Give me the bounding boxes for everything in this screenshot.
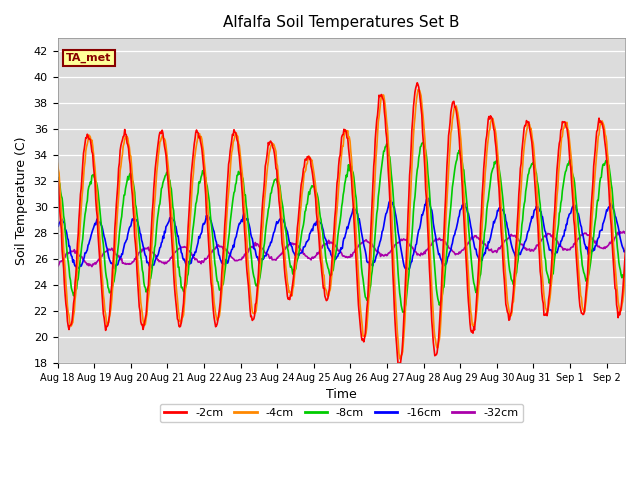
- -16cm: [259, 257, 267, 263]
- -16cm: [230, 244, 238, 250]
- -4cm: [281, 256, 289, 262]
- Line: -2cm: -2cm: [58, 83, 640, 365]
- -4cm: [54, 160, 61, 166]
- -32cm: [123, 261, 131, 267]
- -8cm: [259, 255, 267, 261]
- -32cm: [412, 249, 420, 254]
- -2cm: [259, 195, 267, 201]
- -8cm: [281, 225, 289, 230]
- -2cm: [395, 362, 403, 368]
- -2cm: [122, 132, 130, 138]
- -2cm: [281, 274, 289, 279]
- -16cm: [445, 250, 453, 256]
- -2cm: [230, 127, 238, 132]
- -32cm: [445, 244, 452, 250]
- -16cm: [404, 266, 412, 272]
- -8cm: [445, 218, 453, 224]
- Text: TA_met: TA_met: [66, 53, 111, 63]
- -4cm: [259, 223, 267, 229]
- -2cm: [413, 80, 421, 85]
- -4cm: [414, 87, 422, 93]
- -16cm: [425, 195, 433, 201]
- -16cm: [281, 223, 289, 229]
- -4cm: [230, 138, 238, 144]
- Legend: -2cm, -4cm, -8cm, -16cm, -32cm: -2cm, -4cm, -8cm, -16cm, -32cm: [159, 404, 523, 422]
- Line: -32cm: -32cm: [58, 231, 640, 266]
- -16cm: [122, 238, 130, 243]
- -16cm: [412, 242, 420, 248]
- -32cm: [282, 245, 290, 251]
- -2cm: [412, 85, 420, 91]
- -8cm: [122, 182, 130, 188]
- -4cm: [445, 155, 453, 160]
- -4cm: [122, 136, 130, 142]
- X-axis label: Time: Time: [326, 388, 356, 401]
- -32cm: [88, 264, 96, 269]
- -32cm: [54, 264, 61, 269]
- -32cm: [231, 258, 239, 264]
- Title: Alfalfa Soil Temperatures Set B: Alfalfa Soil Temperatures Set B: [223, 15, 460, 30]
- Line: -8cm: -8cm: [58, 143, 640, 312]
- -2cm: [445, 127, 453, 133]
- -4cm: [397, 357, 404, 362]
- -4cm: [412, 105, 420, 110]
- -8cm: [419, 140, 427, 145]
- -8cm: [401, 310, 408, 315]
- -2cm: [54, 175, 61, 181]
- -16cm: [54, 224, 61, 229]
- Line: -4cm: -4cm: [58, 90, 640, 360]
- Line: -16cm: -16cm: [58, 198, 640, 269]
- -32cm: [260, 248, 268, 253]
- -8cm: [54, 176, 61, 181]
- -32cm: [620, 228, 627, 234]
- -8cm: [412, 184, 420, 190]
- Y-axis label: Soil Temperature (C): Soil Temperature (C): [15, 136, 28, 265]
- -8cm: [230, 190, 238, 196]
